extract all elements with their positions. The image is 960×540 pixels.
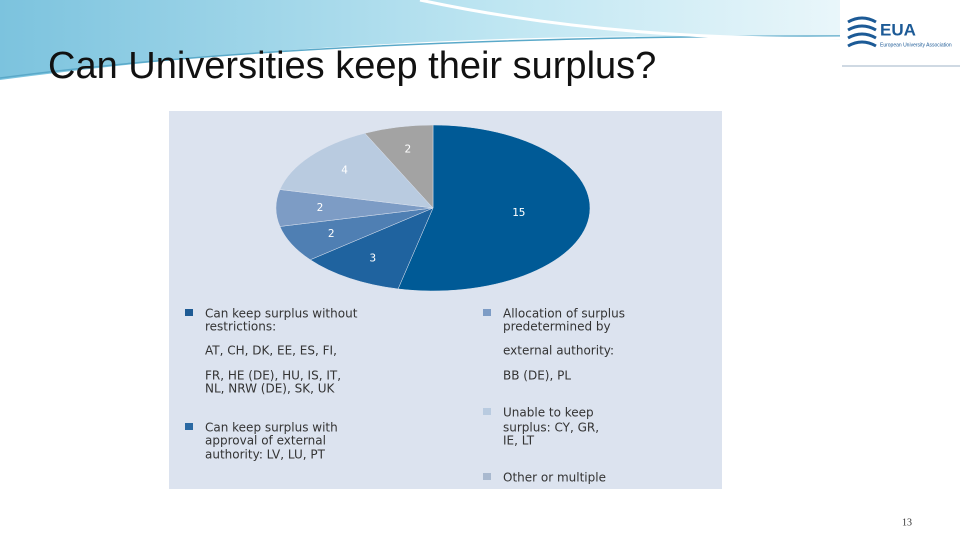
header-decoration xyxy=(0,0,960,80)
legend-text: NL, NRW (DE), SK, UK xyxy=(205,382,336,396)
slice-label: 3 xyxy=(370,252,377,265)
legend-text: Other or multiple xyxy=(503,471,606,485)
legend-text: Can keep surplus without xyxy=(205,307,358,321)
legend-text: predetermined by xyxy=(503,320,611,334)
slice-label: 2 xyxy=(328,227,335,240)
logo-name: EUA xyxy=(880,20,916,39)
legend-text: approval of external xyxy=(205,434,326,448)
legend-text: authority: LV, LU, PT xyxy=(205,448,326,462)
slide-title: Can Universities keep their surplus? xyxy=(48,45,656,87)
slice-label: 2 xyxy=(405,143,412,156)
legend-text: FR, HE (DE), HU, IS, IT, xyxy=(205,369,341,383)
legend-text: external authority: xyxy=(503,344,614,358)
slice-label: 15 xyxy=(512,206,525,219)
slice-label: 2 xyxy=(317,201,324,214)
pie-slice xyxy=(364,124,434,209)
legend-text: BB (DE), PL xyxy=(503,369,571,383)
logo: EUA European University Association xyxy=(847,16,952,48)
legend-text: restrictions: xyxy=(205,320,276,334)
pie-slice xyxy=(279,132,434,209)
legend-marker xyxy=(185,309,193,316)
legend-text: surplus: CY, GR, xyxy=(503,421,599,435)
legend-text: Unable to keep xyxy=(503,406,594,420)
legend-marker xyxy=(483,473,491,480)
legend-text: IE, LT xyxy=(503,434,535,448)
legend-marker xyxy=(483,309,491,316)
legend-text: Allocation of surplus xyxy=(503,307,625,321)
legend-marker xyxy=(483,408,491,415)
pie-slice xyxy=(309,207,434,290)
legend-marker xyxy=(185,423,193,430)
slice-label: 4 xyxy=(341,164,348,177)
legend-text: Can keep surplus with xyxy=(205,421,338,435)
legend-text: AT, CH, DK, EE, ES, FI, xyxy=(205,344,337,358)
pie-slice xyxy=(397,124,591,292)
logo-subtitle: European University Association xyxy=(880,42,952,48)
page-number: 13 xyxy=(902,517,912,528)
